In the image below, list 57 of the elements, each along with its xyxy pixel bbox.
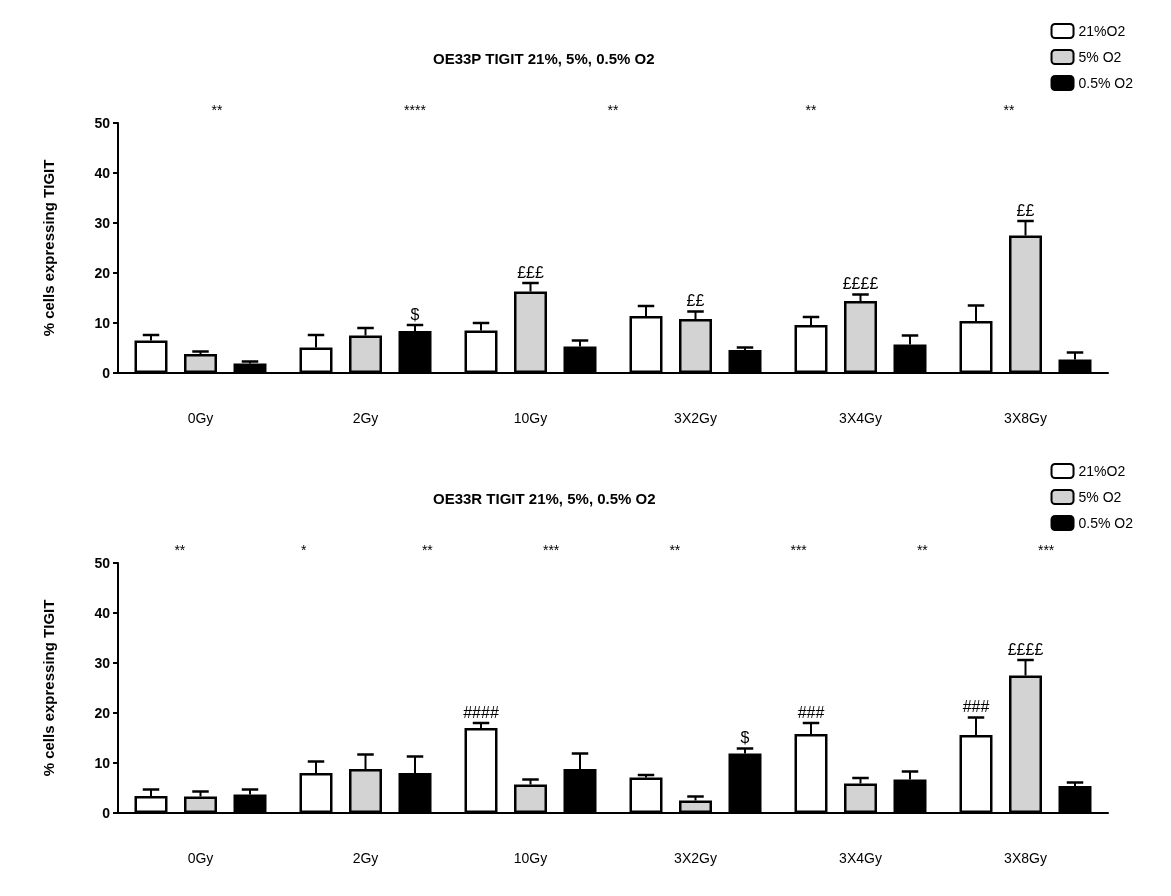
y-axis-title: % cells expressing TIGIT [40,159,57,337]
x-tick-label: 0Gy [187,410,214,426]
text: **** [404,102,427,118]
data-label: ££££ [842,275,879,292]
data-label: $ [410,305,420,323]
y-tick-label: 20 [94,705,111,721]
legend-label: 0.5% O2 [1078,75,1134,91]
x-tick-label: 3X8Gy [1004,850,1047,866]
text: * [300,542,307,558]
x-tick-label: 2Gy [352,410,379,426]
y-tick-label: 50 [94,555,111,571]
x-tick-label: 0Gy [187,850,214,866]
text: ** [421,542,434,558]
y-tick-label: 30 [94,655,111,671]
data-label: ££ [1016,201,1035,219]
y-tick-label: 20 [94,265,111,281]
chart-title: OE33P TIGIT 21%, 5%, 0.5% O2 [433,50,655,67]
y-tick-label: 30 [94,215,111,231]
y-axis-title: % cells expressing TIGIT [40,599,57,777]
data-label: #### [463,703,499,721]
chart-title: OE33R TIGIT 21%, 5%, 0.5% O2 [433,490,656,507]
x-tick-label: 3X4Gy [839,410,882,426]
y-tick-label: 40 [94,165,111,181]
data-label: $ [740,729,750,746]
x-tick-label: 10Gy [513,410,548,426]
x-tick-label: 2Gy [352,850,379,866]
text: ** [805,102,817,118]
data-label: ### [962,698,990,715]
x-tick-label: 3X2Gy [674,410,717,426]
text: ** [916,542,929,558]
text: *** [1037,542,1055,558]
y-tick-label: 40 [94,605,111,621]
text: ** [669,542,681,558]
data-label: ### [797,703,825,721]
text: ** [174,542,186,558]
text: ** [607,102,619,118]
y-tick-label: 0 [102,805,111,821]
legend-label: 5% O2 [1078,49,1122,65]
legend-label: 5% O2 [1078,489,1122,505]
y-tick-label: 0 [102,365,111,381]
y-tick-label: 10 [94,315,111,331]
y-tick-label: 50 [94,115,111,131]
y-tick-label: 10 [94,755,111,771]
data-label: ££££ [1007,640,1044,658]
data-label: £££ [517,263,544,281]
x-tick-label: 10Gy [513,850,548,866]
legend-label: 0.5% O2 [1078,515,1134,531]
text: ** [1003,102,1015,118]
x-tick-label: 3X2Gy [674,850,717,866]
x-tick-label: 3X8Gy [1004,410,1047,426]
legend-label: 21%O2 [1078,23,1126,39]
legend-label: 21%O2 [1078,463,1126,479]
text: ** [211,102,223,118]
data-label: ££ [686,292,705,309]
text: *** [542,542,560,558]
text: *** [790,542,808,558]
x-tick-label: 3X4Gy [839,850,882,866]
